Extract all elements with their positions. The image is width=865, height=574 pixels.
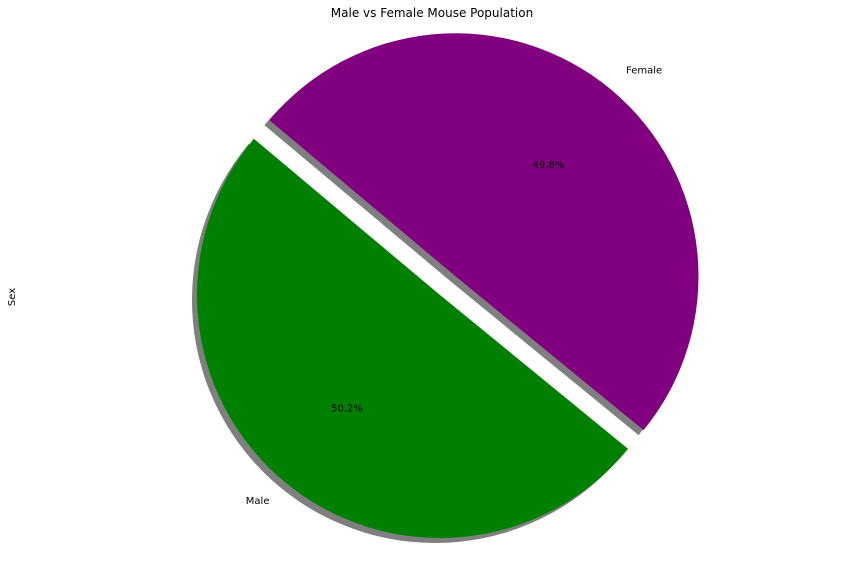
slice-label-female: Female — [626, 65, 662, 76]
percent-label-female: 49.8% — [533, 160, 565, 171]
pie-slice-female — [269, 33, 699, 431]
pie-slices — [196, 33, 699, 539]
chart-title: Male vs Female Mouse Population — [331, 6, 533, 20]
slice-label-male: Male — [246, 496, 270, 507]
pie-labels: Male 50.2% Female 49.8% — [246, 65, 662, 506]
percent-label-male: 50.2% — [331, 403, 363, 414]
y-axis-label: Sex — [7, 288, 18, 306]
pie-slice-male — [196, 138, 629, 539]
